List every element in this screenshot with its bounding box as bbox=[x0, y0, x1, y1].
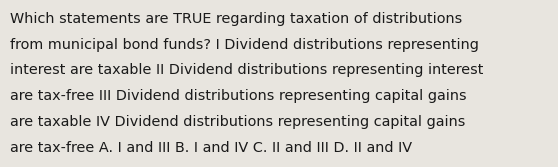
Text: are taxable IV Dividend distributions representing capital gains: are taxable IV Dividend distributions re… bbox=[10, 115, 465, 129]
Text: from municipal bond funds? I Dividend distributions representing: from municipal bond funds? I Dividend di… bbox=[10, 38, 479, 52]
Text: are tax-free A. I and III B. I and IV C. II and III D. II and IV: are tax-free A. I and III B. I and IV C.… bbox=[10, 141, 412, 155]
Text: are tax-free III Dividend distributions representing capital gains: are tax-free III Dividend distributions … bbox=[10, 89, 466, 103]
Text: Which statements are TRUE regarding taxation of distributions: Which statements are TRUE regarding taxa… bbox=[10, 12, 462, 26]
Text: interest are taxable II Dividend distributions representing interest: interest are taxable II Dividend distrib… bbox=[10, 63, 483, 77]
